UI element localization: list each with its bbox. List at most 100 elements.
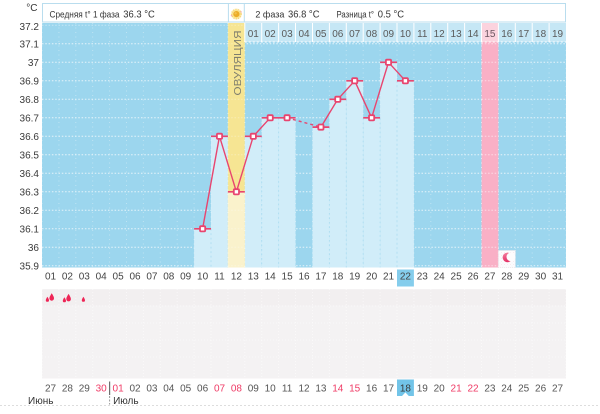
svg-text:27: 27	[552, 383, 564, 394]
svg-text:19: 19	[552, 29, 564, 40]
svg-text:0.5 °C: 0.5 °C	[378, 8, 405, 20]
svg-text:14: 14	[332, 383, 344, 394]
svg-text:ОВУЛЯЦИЯ: ОВУЛЯЦИЯ	[233, 31, 244, 96]
svg-text:29: 29	[518, 272, 530, 283]
svg-text:09: 09	[383, 29, 395, 40]
svg-text:08: 08	[163, 272, 175, 283]
svg-text:03: 03	[282, 29, 294, 40]
svg-text:36.3 °C: 36.3 °C	[123, 8, 155, 20]
svg-text:07: 07	[214, 383, 226, 394]
svg-text:17: 17	[518, 29, 530, 40]
svg-text:05: 05	[180, 383, 192, 394]
svg-text:Разница t°: Разница t°	[337, 9, 375, 20]
svg-text:21: 21	[451, 383, 463, 394]
svg-text:15: 15	[484, 29, 496, 40]
svg-text:28: 28	[501, 272, 513, 283]
svg-text:27: 27	[45, 383, 57, 394]
svg-text:22: 22	[467, 383, 479, 394]
svg-text:Июль: Июль	[113, 396, 139, 407]
svg-text:36.5: 36.5	[20, 150, 40, 161]
svg-text:29: 29	[79, 383, 91, 394]
svg-text:Июнь: Июнь	[28, 396, 53, 407]
svg-text:11: 11	[417, 29, 428, 40]
svg-text:12: 12	[434, 29, 446, 40]
svg-text:17: 17	[383, 383, 395, 394]
svg-text:10: 10	[197, 272, 209, 283]
svg-text:37.1: 37.1	[20, 39, 40, 50]
svg-text:02: 02	[129, 383, 141, 394]
svg-text:23: 23	[484, 383, 496, 394]
svg-text:36: 36	[28, 243, 40, 254]
svg-text:27: 27	[484, 272, 496, 283]
svg-text:18: 18	[535, 29, 547, 40]
svg-text:04: 04	[298, 29, 310, 40]
svg-text:19: 19	[349, 272, 361, 283]
svg-text:05: 05	[315, 29, 327, 40]
svg-text:25: 25	[518, 383, 530, 394]
svg-text:09: 09	[248, 383, 260, 394]
svg-text:14: 14	[467, 29, 479, 40]
svg-text:13: 13	[315, 383, 327, 394]
svg-text:37: 37	[28, 58, 40, 69]
svg-text:18: 18	[332, 272, 344, 283]
svg-text:35.9: 35.9	[20, 261, 40, 272]
svg-text:10: 10	[400, 29, 412, 40]
svg-text:08: 08	[366, 29, 378, 40]
svg-text:2 фаза: 2 фаза	[255, 9, 285, 20]
svg-text:31: 31	[552, 272, 564, 283]
svg-text:36.2: 36.2	[20, 206, 40, 217]
svg-text:13: 13	[451, 29, 463, 40]
svg-text:36.9: 36.9	[20, 76, 40, 87]
svg-text:16: 16	[501, 29, 513, 40]
svg-text:21: 21	[383, 272, 395, 283]
svg-text:11: 11	[214, 272, 225, 283]
svg-text:04: 04	[96, 272, 108, 283]
svg-text:12: 12	[231, 272, 243, 283]
svg-text:19: 19	[417, 383, 429, 394]
svg-text:11: 11	[282, 383, 293, 394]
svg-text:07: 07	[349, 29, 361, 40]
svg-text:14: 14	[265, 272, 277, 283]
svg-text:15: 15	[349, 383, 361, 394]
svg-text:03: 03	[146, 383, 158, 394]
svg-text:°C: °C	[26, 3, 37, 14]
svg-text:01: 01	[113, 383, 125, 394]
svg-text:20: 20	[434, 383, 446, 394]
svg-text:06: 06	[197, 383, 209, 394]
svg-text:05: 05	[113, 272, 125, 283]
svg-text:26: 26	[467, 272, 479, 283]
svg-text:22: 22	[400, 272, 412, 283]
svg-text:12: 12	[298, 383, 310, 394]
svg-text:36.8 °C: 36.8 °C	[288, 8, 320, 20]
svg-text:06: 06	[332, 29, 344, 40]
svg-text:09: 09	[180, 272, 192, 283]
svg-text:30: 30	[96, 383, 108, 394]
svg-text:36.4: 36.4	[20, 169, 40, 180]
svg-text:20: 20	[366, 272, 378, 283]
svg-text:30: 30	[535, 272, 547, 283]
svg-text:36.1: 36.1	[20, 224, 40, 235]
svg-text:26: 26	[535, 383, 547, 394]
svg-text:15: 15	[282, 272, 294, 283]
svg-text:02: 02	[265, 29, 277, 40]
svg-text:13: 13	[248, 272, 260, 283]
svg-text:36.3: 36.3	[20, 187, 40, 198]
svg-text:07: 07	[146, 272, 158, 283]
svg-text:04: 04	[163, 383, 175, 394]
svg-text:36.8: 36.8	[20, 95, 40, 106]
svg-text:24: 24	[501, 383, 513, 394]
svg-text:10: 10	[265, 383, 277, 394]
svg-text:03: 03	[79, 272, 91, 283]
svg-text:16: 16	[366, 383, 378, 394]
svg-text:06: 06	[129, 272, 141, 283]
svg-text:08: 08	[231, 383, 243, 394]
svg-text:17: 17	[315, 272, 327, 283]
svg-text:23: 23	[417, 272, 429, 283]
svg-text:01: 01	[248, 29, 260, 40]
svg-text:18: 18	[400, 383, 412, 394]
svg-text:02: 02	[62, 272, 74, 283]
svg-text:25: 25	[451, 272, 463, 283]
svg-text:24: 24	[434, 272, 446, 283]
svg-text:28: 28	[62, 383, 74, 394]
svg-text:Средняя t° 1 фаза: Средняя t° 1 фаза	[50, 9, 121, 20]
